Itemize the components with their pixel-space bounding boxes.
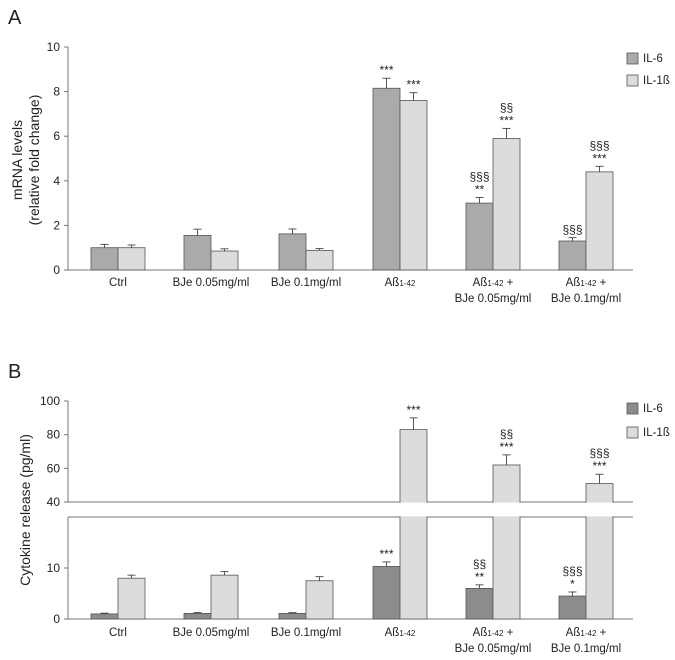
y-tick-label: 60	[47, 461, 61, 475]
panel-a-letter: A	[8, 7, 22, 29]
y-tick-label: 4	[53, 174, 60, 188]
category-label: Aß1-42 +	[566, 277, 607, 289]
category-label: BJe 0.1mg/ml	[271, 277, 341, 289]
category-label: BJe 0.1mg/ml	[271, 627, 341, 639]
chart-panel-a: 0 2 4 6 8 10 mRNA levels (relative fold change)…	[9, 40, 670, 305]
legend-swatch-IL-1ß	[626, 74, 639, 87]
bar-IL-1ß-4	[492, 138, 521, 271]
significance-label: **	[475, 183, 485, 197]
significance-label: **	[475, 570, 485, 584]
legend-swatch-IL-6	[626, 52, 639, 65]
significance-label: ***	[592, 151, 606, 165]
bar-IL-6-4	[465, 202, 494, 271]
bar-break-gap	[492, 502, 521, 517]
y-axis-label: (relative fold change)	[26, 95, 42, 226]
y-tick-label: 10	[47, 40, 61, 54]
significance-label: §§§	[589, 446, 609, 460]
significance-label: ***	[592, 459, 606, 473]
category-label: BJe 0.1mg/ml	[551, 293, 621, 305]
category-label: BJe 0.05mg/ml	[173, 277, 250, 289]
bar-IL-6-0	[90, 247, 119, 271]
y-tick-label: 2	[53, 218, 60, 232]
category-label: Aß1-42	[385, 277, 416, 289]
legend-swatch-IL-1ß	[626, 426, 639, 439]
y-tick-label: 0	[53, 263, 60, 277]
bar-IL-1ß-1	[210, 574, 239, 620]
category-label: Aß1-42 +	[473, 627, 514, 639]
significance-label: §§	[473, 557, 486, 571]
category-label: Aß1-42	[385, 627, 416, 639]
y-tick-label: 10	[47, 561, 61, 575]
bar-IL-1ß-2	[305, 580, 334, 620]
panel-b-letter: B	[8, 361, 21, 383]
y-axis-label: mRNA levels	[9, 120, 25, 200]
bar-IL-6-2	[278, 233, 307, 271]
y-tick-label: 100	[40, 394, 60, 408]
significance-label: *	[570, 577, 575, 591]
y-tick-label: 6	[53, 129, 60, 143]
category-label: Ctrl	[109, 627, 127, 639]
bar-IL-6-2	[278, 612, 307, 620]
bar-IL-6-1	[183, 235, 212, 271]
bar-break-gap	[399, 502, 428, 517]
y-tick-label: 40	[47, 495, 61, 509]
significance-label: ***	[379, 547, 393, 561]
legend-label: IL-1ß	[643, 427, 670, 439]
significance-label: ***	[499, 440, 513, 454]
legend-label: IL-1ß	[643, 75, 670, 87]
significance-label: ***	[406, 78, 420, 92]
category-label: Aß1-42 +	[473, 277, 514, 289]
bar-IL-1ß-3	[399, 100, 428, 271]
bar-break-gap	[585, 502, 614, 517]
significance-label: §§	[500, 427, 513, 441]
category-label: Ctrl	[109, 277, 127, 289]
category-label: BJe 0.05mg/ml	[173, 627, 250, 639]
bar-IL-6-3	[372, 87, 401, 271]
bar-IL-6-3	[372, 566, 401, 620]
legend-label: IL-6	[643, 403, 663, 415]
bar-IL-1ß-2	[305, 249, 334, 271]
significance-label: §§	[500, 100, 513, 114]
bar-IL-6-1	[183, 612, 212, 620]
bar-IL-1ß-4	[492, 464, 521, 620]
significance-label: §§§	[469, 170, 489, 184]
bar-IL-6-0	[90, 613, 119, 620]
significance-label: §§§	[562, 564, 582, 578]
significance-label: ***	[499, 113, 513, 127]
bar-IL-1ß-5	[585, 171, 614, 271]
bar-IL-1ß-1	[210, 250, 239, 271]
bar-IL-6-4	[465, 588, 494, 620]
legend-swatch-IL-6	[626, 402, 639, 415]
bar-IL-1ß-0	[117, 247, 146, 271]
category-label: BJe 0.1mg/ml	[551, 643, 621, 655]
y-axis-label: Cytokine release (pg/ml)	[17, 434, 33, 586]
bar-IL-1ß-0	[117, 577, 146, 620]
category-label: BJe 0.05mg/ml	[455, 643, 532, 655]
significance-label: ***	[406, 403, 420, 417]
legend-label: IL-6	[643, 53, 663, 65]
y-tick-label: 8	[53, 85, 60, 99]
bar-IL-1ß-3	[399, 429, 428, 620]
category-label: Aß1-42 +	[566, 627, 607, 639]
significance-label: ***	[379, 63, 393, 77]
bar-IL-6-5	[558, 595, 587, 620]
y-tick-label: 0	[53, 612, 60, 626]
y-tick-label: 80	[47, 428, 61, 442]
significance-label: §§§	[562, 223, 582, 237]
bar-IL-6-5	[558, 240, 587, 271]
category-label: BJe 0.05mg/ml	[455, 293, 532, 305]
significance-label: §§§	[589, 138, 609, 152]
